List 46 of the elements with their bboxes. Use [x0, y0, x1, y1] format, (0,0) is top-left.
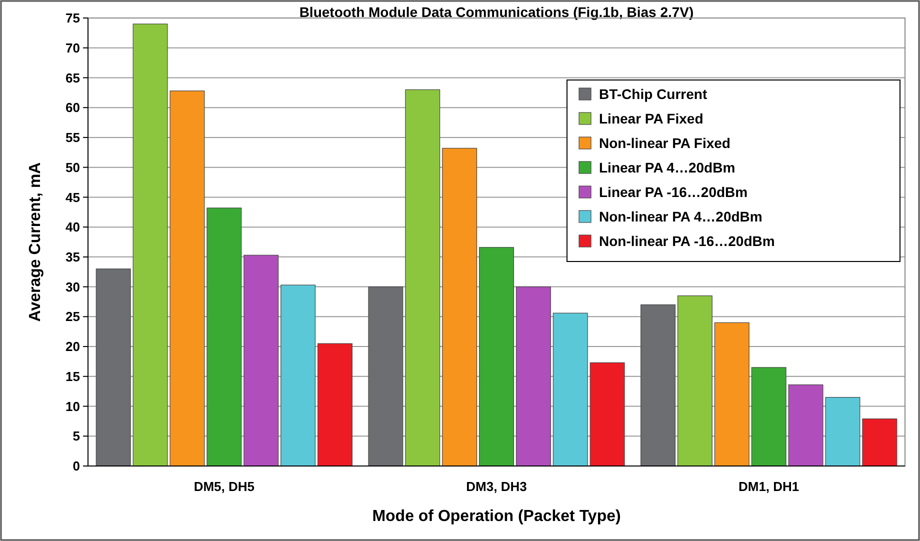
y-tick-label: 35 [66, 249, 80, 264]
y-tick-label: 45 [66, 190, 80, 205]
bar [244, 254, 279, 466]
y-tick-label: 30 [66, 279, 80, 294]
bar [751, 367, 786, 466]
bar [590, 362, 625, 466]
legend-label: Linear PA -16…20dBm [599, 184, 748, 200]
bar [405, 89, 440, 466]
bar [318, 343, 352, 466]
legend-label: BT-Chip Current [599, 86, 708, 102]
y-tick-label: 25 [66, 309, 80, 324]
bar [96, 268, 131, 466]
y-tick-label: 55 [66, 130, 80, 146]
x-tick-label: DM1, DH1 [738, 479, 800, 494]
legend-label: Non-linear PA -16…20dBm [599, 232, 775, 249]
y-tick-label: 70 [66, 40, 80, 56]
y-tick-label: 40 [66, 220, 80, 235]
y-tick-label: 15 [66, 368, 80, 384]
bar [516, 286, 551, 466]
bar [640, 304, 676, 466]
legend-label: Non-linear PA 4…20dBm [599, 208, 762, 224]
y-axis-title: Average Current, mA [27, 162, 44, 322]
bar [552, 312, 588, 466]
bar [862, 418, 898, 466]
y-tick-label: 10 [66, 398, 80, 414]
legend-label: Linear PA 4…20dBm [599, 159, 736, 176]
y-tick-label: 60 [66, 100, 80, 116]
y-tick-label: 20 [66, 339, 80, 354]
x-axis-title: Mode of Operation (Packet Type) [372, 508, 621, 525]
y-tick-label: 50 [66, 160, 80, 175]
bar [479, 247, 514, 466]
y-tick-label: 75 [66, 10, 80, 26]
y-tick-label: 5 [72, 428, 80, 444]
y-tick-label: 65 [66, 70, 80, 86]
x-tick-label: DM3, DH3 [466, 479, 527, 494]
bar [280, 284, 316, 466]
bar [368, 286, 404, 466]
bar [442, 148, 478, 466]
bar [206, 208, 242, 466]
legend-label: Non-linear PA Fixed [599, 134, 730, 151]
chart-title: Bluetooth Module Data Communications (Fig.1b, Bias 2.7V) [299, 4, 694, 20]
legend-label: Linear PA Fixed [599, 110, 704, 126]
y-tick-label: 0 [72, 458, 80, 474]
bar [677, 295, 712, 466]
bar [714, 322, 750, 466]
x-tick-label: DM5, DH5 [194, 479, 255, 494]
